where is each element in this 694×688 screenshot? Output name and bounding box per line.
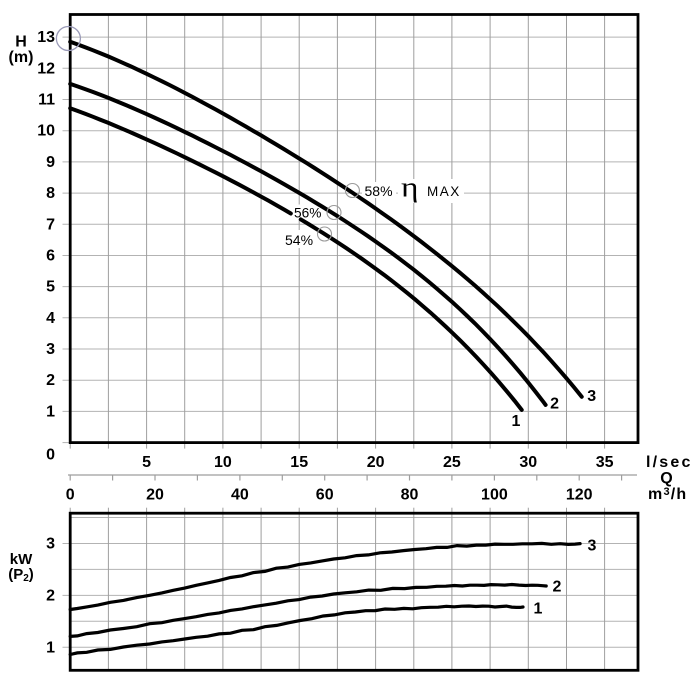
svg-text:Q: Q (660, 470, 672, 487)
svg-text:3: 3 (588, 538, 597, 555)
svg-text:54%: 54% (285, 232, 313, 248)
svg-text:13: 13 (37, 29, 55, 46)
svg-text:58%: 58% (365, 183, 393, 199)
svg-text:9: 9 (46, 154, 55, 171)
svg-text:η: η (401, 172, 419, 204)
svg-text:2: 2 (46, 587, 55, 604)
svg-text:4: 4 (46, 310, 55, 327)
svg-text:7: 7 (46, 216, 55, 233)
svg-text:0: 0 (66, 487, 75, 504)
svg-text:60: 60 (316, 487, 334, 504)
svg-text:5: 5 (142, 454, 151, 471)
svg-text:35: 35 (596, 454, 614, 471)
svg-text:100: 100 (481, 487, 508, 504)
svg-text:20: 20 (367, 454, 385, 471)
svg-text:(P2): (P2) (8, 566, 34, 584)
svg-text:H: H (15, 34, 27, 51)
svg-text:20: 20 (146, 487, 164, 504)
svg-text:m3/h: m3/h (648, 486, 687, 503)
svg-text:1: 1 (534, 601, 543, 618)
svg-text:8: 8 (46, 185, 55, 202)
svg-text:1: 1 (46, 639, 55, 656)
svg-text:kW: kW (10, 551, 33, 568)
svg-text:56%: 56% (294, 205, 321, 220)
svg-text:2: 2 (46, 372, 55, 389)
svg-text:80: 80 (401, 487, 419, 504)
svg-text:2: 2 (553, 579, 562, 596)
svg-text:(m): (m) (9, 49, 34, 66)
svg-text:10: 10 (37, 123, 55, 140)
svg-text:3: 3 (587, 388, 596, 405)
svg-text:1: 1 (512, 413, 521, 430)
svg-text:30: 30 (519, 454, 537, 471)
svg-text:11: 11 (38, 92, 55, 109)
svg-text:2: 2 (550, 396, 559, 413)
svg-text:6: 6 (46, 248, 55, 265)
svg-text:1: 1 (46, 403, 55, 420)
svg-text:0: 0 (46, 447, 55, 464)
svg-text:25: 25 (443, 454, 461, 471)
svg-text:12: 12 (37, 60, 55, 77)
svg-text:10: 10 (214, 454, 232, 471)
svg-text:MAX: MAX (427, 184, 461, 199)
svg-text:3: 3 (46, 536, 55, 553)
svg-text:l/sec: l/sec (646, 454, 693, 471)
svg-text:3: 3 (46, 341, 55, 358)
svg-text:40: 40 (231, 487, 249, 504)
svg-text:15: 15 (290, 454, 308, 471)
svg-text:120: 120 (566, 487, 593, 504)
svg-text:5: 5 (46, 279, 55, 296)
